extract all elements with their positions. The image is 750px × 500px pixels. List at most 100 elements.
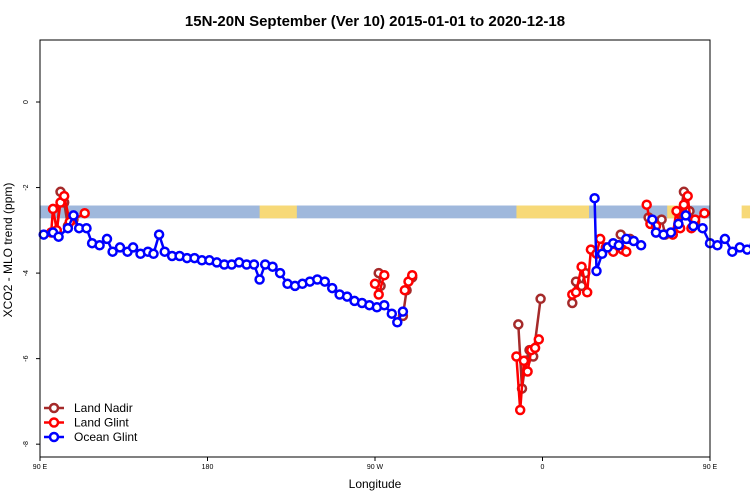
data-point bbox=[38, 229, 49, 240]
data-point bbox=[68, 210, 79, 221]
data-point bbox=[641, 199, 652, 210]
data-point bbox=[397, 306, 409, 317]
y-axis-label: XCO2 - MLO trend (ppm) bbox=[1, 183, 15, 318]
land-strip-segment bbox=[516, 205, 590, 219]
data-point bbox=[567, 297, 578, 309]
legend-item: Ocean Glint bbox=[44, 430, 138, 444]
data-point bbox=[518, 355, 530, 367]
data-point bbox=[94, 240, 105, 251]
data-point bbox=[127, 242, 139, 253]
data-point bbox=[254, 274, 265, 285]
series-layer bbox=[38, 186, 750, 416]
data-point bbox=[513, 319, 524, 330]
data-point bbox=[699, 207, 710, 219]
data-point bbox=[379, 269, 390, 281]
data-point bbox=[79, 207, 90, 219]
data-point bbox=[522, 366, 533, 377]
data-point bbox=[53, 231, 64, 242]
data-point bbox=[319, 276, 331, 287]
legend-swatch-marker bbox=[48, 402, 60, 414]
land-strip-segment bbox=[741, 205, 750, 219]
series-ocean-glint bbox=[38, 192, 750, 328]
data-point bbox=[369, 278, 381, 290]
data-point bbox=[267, 261, 278, 272]
legend-item: Land Glint bbox=[44, 416, 129, 430]
x-axis-label: Longitude bbox=[349, 477, 402, 491]
data-point bbox=[591, 265, 602, 277]
data-point bbox=[678, 199, 690, 210]
x-tick-label: 180 bbox=[202, 464, 214, 471]
data-point bbox=[47, 203, 59, 215]
data-point bbox=[341, 291, 353, 302]
data-point bbox=[665, 227, 677, 238]
y-tick-label: 0 bbox=[23, 100, 30, 104]
data-point bbox=[81, 222, 92, 234]
data-point bbox=[248, 259, 260, 270]
data-point bbox=[392, 317, 403, 328]
legend-label: Land Nadir bbox=[74, 401, 133, 415]
data-point bbox=[529, 342, 541, 354]
legend-label: Land Glint bbox=[74, 416, 129, 430]
data-point bbox=[613, 240, 625, 251]
data-point bbox=[107, 246, 118, 257]
data-point bbox=[596, 248, 608, 260]
x-tick-label: 90 E bbox=[703, 464, 718, 471]
data-point bbox=[589, 192, 600, 204]
data-point bbox=[719, 233, 731, 245]
data-point bbox=[511, 351, 522, 362]
x-tick-label: 90 W bbox=[367, 464, 384, 471]
y-axis: 0 -2 -4 -6 -8 bbox=[23, 100, 40, 447]
data-point bbox=[727, 246, 738, 257]
data-point bbox=[153, 229, 165, 240]
legend-label: Ocean Glint bbox=[74, 430, 138, 444]
data-point bbox=[58, 190, 70, 202]
data-point bbox=[628, 235, 639, 247]
chart-title: 15N-20N September (Ver 10) 2015-01-01 to… bbox=[185, 13, 565, 30]
data-point bbox=[697, 222, 708, 234]
data-point bbox=[673, 218, 684, 230]
data-point bbox=[159, 246, 170, 257]
data-point bbox=[621, 246, 632, 257]
data-point bbox=[148, 248, 159, 260]
data-point bbox=[647, 214, 658, 225]
data-point bbox=[570, 287, 582, 298]
data-point bbox=[656, 214, 667, 225]
x-tick-label: 90 E bbox=[33, 464, 48, 471]
y-tick-label: -8 bbox=[23, 441, 30, 447]
data-point bbox=[406, 269, 418, 281]
land-strip-segment bbox=[259, 205, 297, 219]
y-tick-label: -6 bbox=[23, 355, 30, 361]
data-point bbox=[62, 222, 74, 234]
x-axis: 90 E 180 90 W 0 90 E bbox=[33, 457, 718, 471]
data-point bbox=[688, 220, 699, 232]
data-point bbox=[741, 244, 750, 255]
data-point bbox=[594, 233, 606, 245]
data-point bbox=[635, 240, 647, 251]
data-point bbox=[533, 334, 545, 345]
data-point bbox=[326, 282, 338, 294]
data-point bbox=[576, 261, 587, 272]
data-point bbox=[581, 287, 593, 298]
data-point bbox=[535, 293, 546, 305]
ocean-strip bbox=[40, 205, 710, 219]
data-point bbox=[386, 308, 398, 319]
x-tick-label: 0 bbox=[541, 464, 545, 471]
data-point bbox=[101, 233, 113, 245]
legend-swatch-marker bbox=[48, 417, 60, 428]
data-point bbox=[274, 267, 286, 279]
data-point bbox=[712, 240, 723, 251]
y-tick-label: -4 bbox=[23, 270, 30, 276]
data-point bbox=[682, 190, 693, 202]
data-point bbox=[399, 284, 411, 296]
data-point bbox=[671, 205, 682, 217]
data-point bbox=[379, 299, 390, 311]
legend-item: Land Nadir bbox=[44, 401, 133, 415]
y-tick-label: -2 bbox=[23, 184, 30, 190]
legend-swatch-marker bbox=[48, 431, 60, 443]
data-point bbox=[680, 210, 692, 221]
data-point bbox=[373, 289, 384, 300]
data-point bbox=[114, 242, 126, 253]
data-point bbox=[514, 404, 526, 416]
